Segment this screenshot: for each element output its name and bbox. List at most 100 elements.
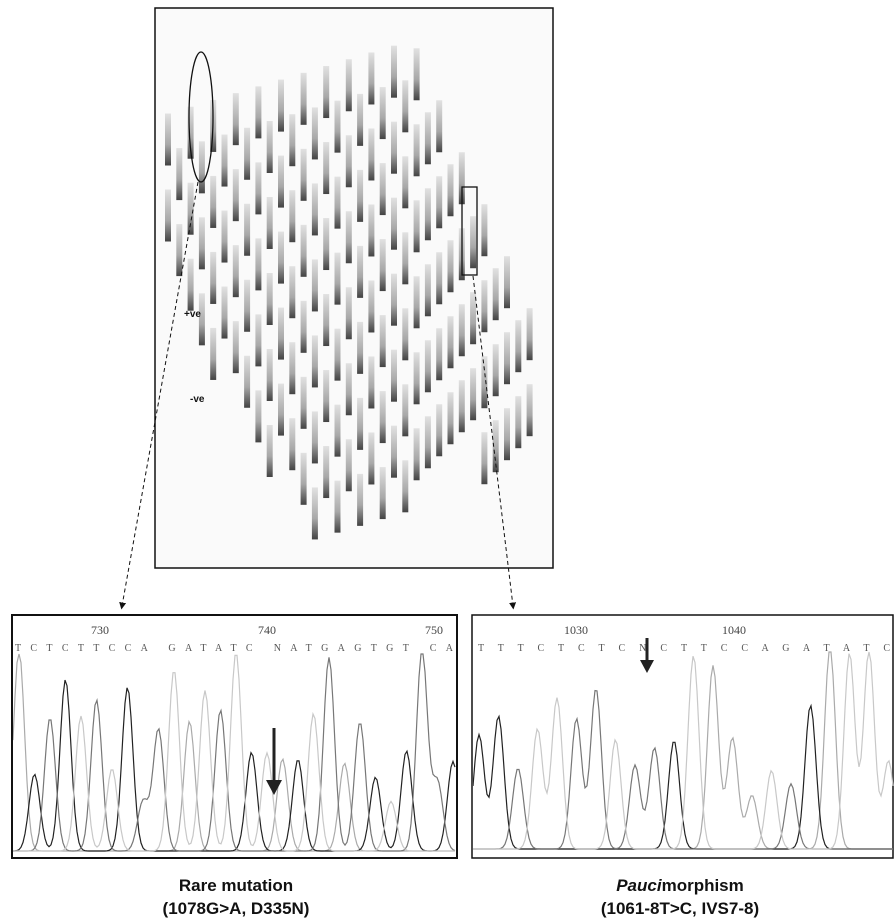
position-label: 740 xyxy=(258,623,276,637)
gel-lane xyxy=(357,474,363,526)
gel-lane xyxy=(402,80,408,132)
gel-lane xyxy=(414,124,420,176)
gel-lane xyxy=(323,370,329,422)
gel-lane xyxy=(176,148,182,200)
gel-lane xyxy=(312,183,318,235)
gel-lane xyxy=(391,46,397,98)
gel-lane xyxy=(527,308,533,360)
gel-lane xyxy=(391,426,397,478)
gel-lane xyxy=(323,446,329,498)
caption-italic: Pauci xyxy=(616,876,663,895)
gel-lane xyxy=(481,204,487,256)
caption-detail: (1061-8T>C, IVS7-8) xyxy=(601,899,759,918)
gel-lane xyxy=(402,384,408,436)
gel-lane xyxy=(391,350,397,402)
gel-lane xyxy=(436,100,442,152)
base-sequence: TCTCTTCCA GATATC NATGAGTGT CA xyxy=(15,643,454,654)
gel-lane xyxy=(244,128,250,180)
gel-lane xyxy=(278,156,284,208)
gel-lane xyxy=(233,169,239,221)
gel-lane xyxy=(425,112,431,164)
gel-lane xyxy=(504,408,510,460)
figure: +ve -ve 730 740 750 TCTCTTCCA GATATC NAT… xyxy=(0,0,894,922)
gel-lane xyxy=(255,162,261,214)
gel-lane xyxy=(346,211,352,263)
gel-lane xyxy=(425,188,431,240)
gel-lane xyxy=(402,308,408,360)
gel-lane xyxy=(335,405,341,457)
gel-lane xyxy=(301,453,307,505)
gel-lane xyxy=(493,344,499,396)
gel-lane xyxy=(267,197,273,249)
gel-lane xyxy=(470,216,476,268)
gel-lane xyxy=(188,183,194,235)
gel-lane xyxy=(267,425,273,477)
page: {"gel": {"positive_label": "+ve", "negat… xyxy=(0,0,894,922)
gel-lane xyxy=(515,320,521,372)
gel-lane xyxy=(267,121,273,173)
gel-lane xyxy=(357,398,363,450)
gel-lane xyxy=(323,294,329,346)
gel-lane xyxy=(425,416,431,468)
gel-lane xyxy=(278,308,284,360)
gel-lane xyxy=(312,259,318,311)
gel-lane xyxy=(380,315,386,367)
gel-lane xyxy=(312,411,318,463)
gel-lane xyxy=(368,432,374,484)
gel-lane xyxy=(414,428,420,480)
gel-lane xyxy=(323,66,329,118)
gel-lane xyxy=(289,418,295,470)
gel-lane xyxy=(391,122,397,174)
caption-detail: (1078G>A, D335N) xyxy=(163,899,310,918)
position-label: 730 xyxy=(91,623,109,637)
gel-lane xyxy=(402,232,408,284)
gel-lane xyxy=(233,245,239,297)
gel-lane xyxy=(335,329,341,381)
gel-lane xyxy=(289,190,295,242)
gel-lane xyxy=(527,384,533,436)
gel-lane xyxy=(448,316,454,368)
gel-lane xyxy=(436,252,442,304)
gel-lane xyxy=(357,170,363,222)
gel-lane xyxy=(436,328,442,380)
gel-lane xyxy=(414,200,420,252)
gel-lane xyxy=(357,322,363,374)
gel-lane xyxy=(278,80,284,132)
gel-lane xyxy=(244,204,250,256)
gel-lane xyxy=(301,73,307,125)
gel-lane xyxy=(346,363,352,415)
gel-lane xyxy=(481,280,487,332)
gel-lane xyxy=(165,190,171,242)
gel-lane xyxy=(368,52,374,104)
gel-lane xyxy=(199,217,205,269)
gel-lane xyxy=(165,114,171,166)
gel-lane xyxy=(301,225,307,277)
negative-label: -ve xyxy=(190,394,205,405)
gel-lane xyxy=(323,218,329,270)
gel-lane xyxy=(244,356,250,408)
gel-lane xyxy=(448,240,454,292)
gel-lane xyxy=(459,380,465,432)
gel-lane xyxy=(368,356,374,408)
gel-lane xyxy=(448,164,454,216)
gel-lane xyxy=(289,342,295,394)
positive-label: +ve xyxy=(184,309,201,320)
gel-lane xyxy=(357,94,363,146)
gel-lane xyxy=(335,177,341,229)
gel-lane xyxy=(346,59,352,111)
gel-lane xyxy=(267,273,273,325)
gel-lane xyxy=(504,332,510,384)
gel-lane xyxy=(210,176,216,228)
gel-lane xyxy=(244,280,250,332)
gel-lane xyxy=(210,328,216,380)
gel-lane xyxy=(222,287,228,339)
position-label: 1040 xyxy=(722,623,746,637)
gel-lane xyxy=(278,232,284,284)
gel-lane xyxy=(380,163,386,215)
gel-lane xyxy=(346,287,352,339)
gel-lane xyxy=(301,149,307,201)
gel-lane xyxy=(301,301,307,353)
gel-lane xyxy=(515,396,521,448)
caption-rest: morphism xyxy=(662,876,744,895)
gel-lane xyxy=(188,259,194,311)
